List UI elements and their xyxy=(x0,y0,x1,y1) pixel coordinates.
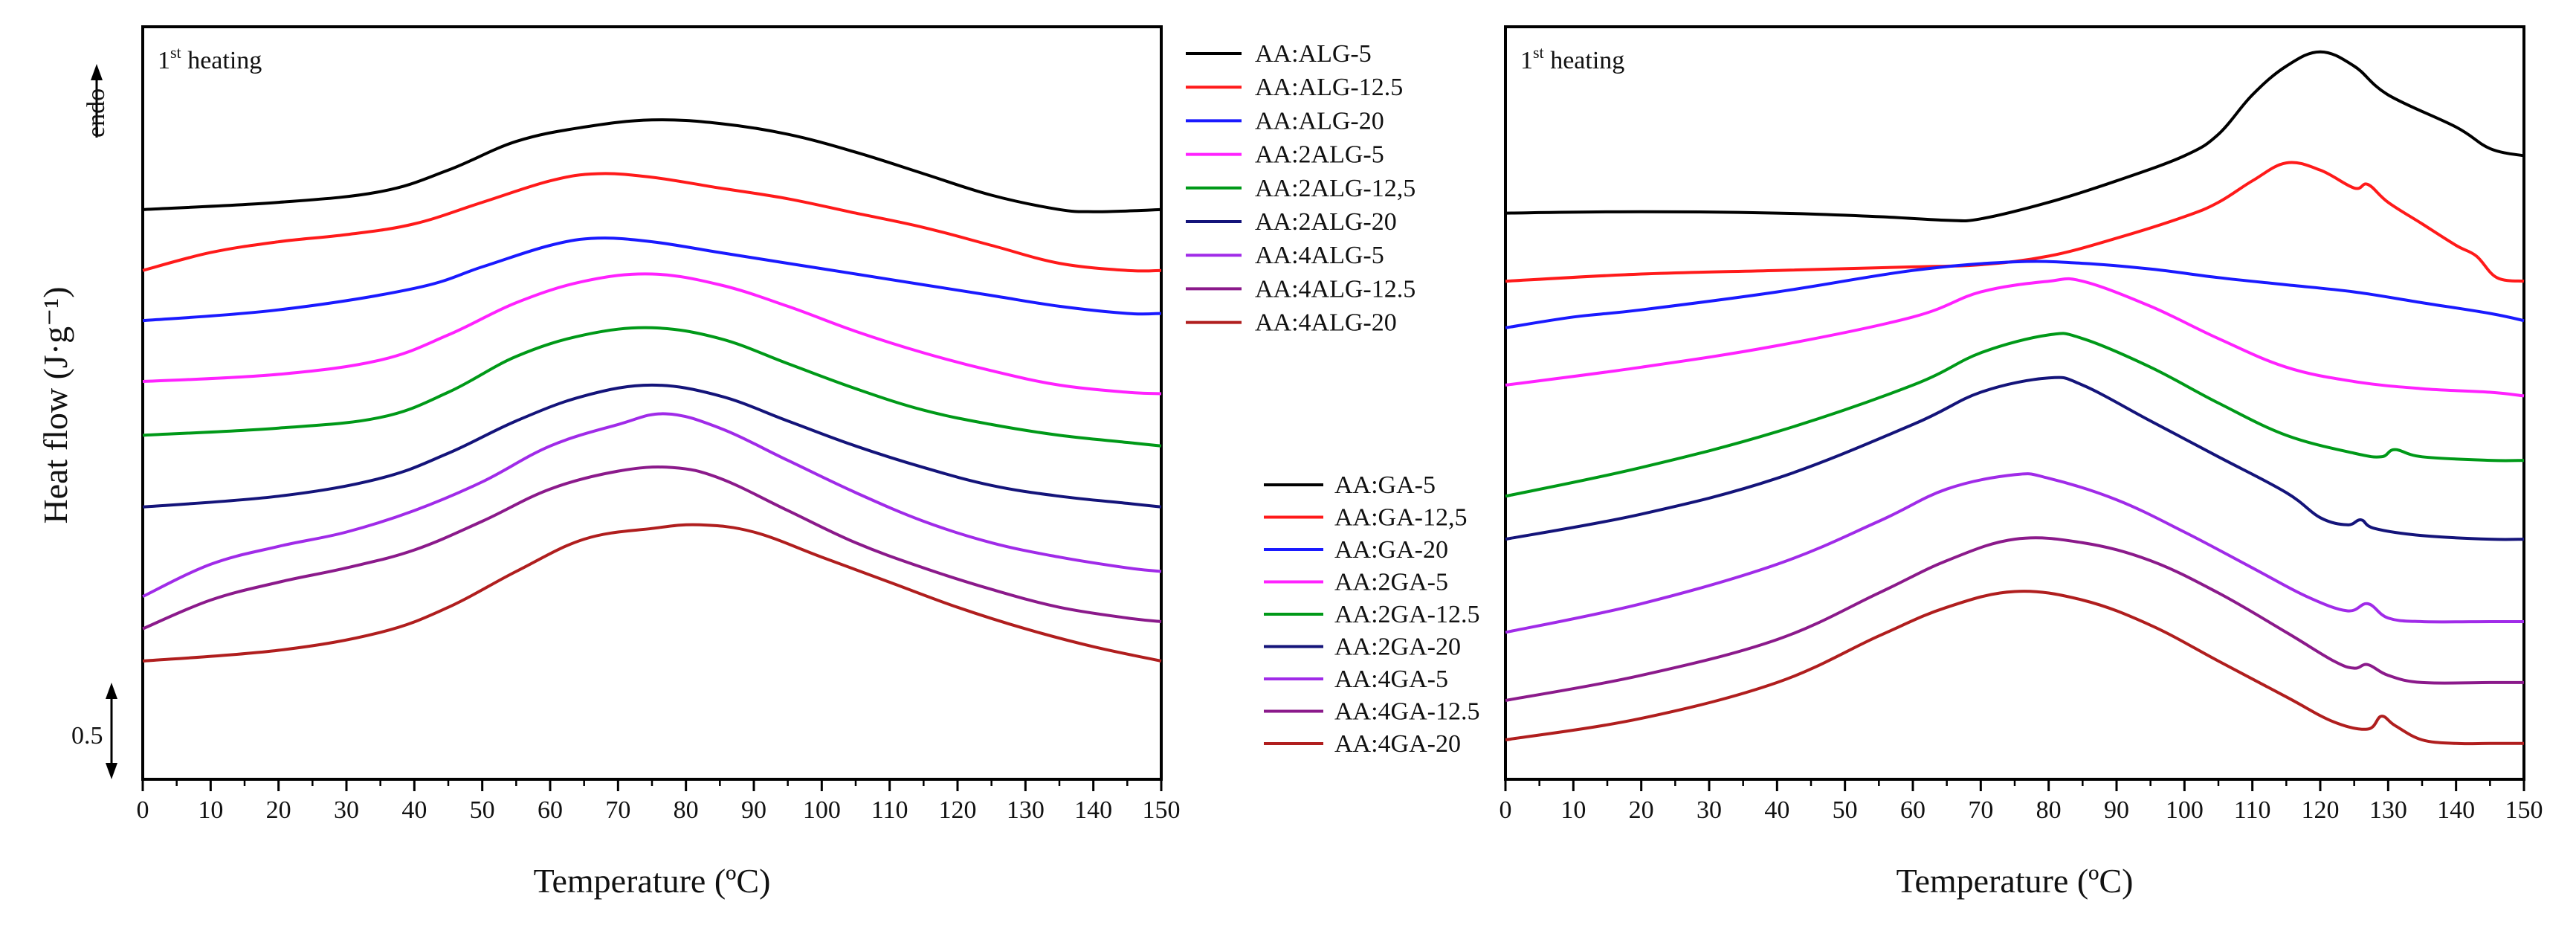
legend-ga-label-2: AA:GA-12,5 xyxy=(1334,504,1467,532)
right-x-tick-label-40: 40 xyxy=(1764,796,1789,824)
right-series-line-7 xyxy=(1505,472,2524,634)
endo-arrow-head xyxy=(91,64,103,80)
right-x-tick-label-20: 20 xyxy=(1629,796,1654,824)
left-series-line-4 xyxy=(142,272,1162,396)
left-x-tick-label-40: 40 xyxy=(401,796,427,824)
legend-ga-label-9: AA:4GA-20 xyxy=(1334,730,1461,758)
right-x-tick-label-10: 10 xyxy=(1560,796,1586,824)
right-x-tick-label-100: 100 xyxy=(2166,796,2204,824)
right-annotation: 1st heating xyxy=(1520,43,1624,74)
left-x-tick-label-10: 10 xyxy=(198,796,223,824)
right-x-tick-label-130: 130 xyxy=(2369,796,2407,824)
left-annotation-sup: st xyxy=(170,43,181,62)
right-annotation-main: 1 xyxy=(1520,47,1533,74)
left-series-line-3 xyxy=(142,236,1162,323)
left-x-tick-label-150: 150 xyxy=(1143,796,1181,824)
legend-alg-label-3: AA:ALG-20 xyxy=(1255,107,1384,135)
legend-alg-label-9: AA:4ALG-20 xyxy=(1255,309,1397,337)
left-series-line-6 xyxy=(142,383,1162,509)
left-x-tick-label-70: 70 xyxy=(605,796,630,824)
legend-ga-label-8: AA:4GA-12.5 xyxy=(1334,698,1479,726)
y-axis-title: Heat flow (J·g⁻¹) xyxy=(36,286,74,523)
legend-alg-label-4: AA:2ALG-5 xyxy=(1255,141,1384,169)
legend-ga-label-4: AA:2GA-5 xyxy=(1334,569,1448,596)
legend-alg-label-1: AA:ALG-5 xyxy=(1255,40,1372,68)
legend-alg-label-8: AA:4ALG-12.5 xyxy=(1255,275,1415,303)
left-series-line-8 xyxy=(142,465,1162,631)
scale-bar-label: 0.5 xyxy=(71,722,103,750)
left-series-line-7 xyxy=(142,412,1162,599)
left-x-tick-label-50: 50 xyxy=(470,796,495,824)
right-series-line-4 xyxy=(1505,277,2525,398)
legend-ga-label-6: AA:2GA-20 xyxy=(1334,634,1461,661)
left-x-tick-label-80: 80 xyxy=(674,796,699,824)
right-x-tick-label-60: 60 xyxy=(1900,796,1925,824)
left-x-axis-title: Temperature (ºC) xyxy=(534,862,771,900)
legend-alg-label-7: AA:4ALG-5 xyxy=(1255,242,1384,269)
scale-bar-head-bottom xyxy=(106,763,117,779)
right-series-line-1 xyxy=(1505,50,2525,223)
right-x-tick-label-70: 70 xyxy=(1968,796,1993,824)
left-x-tick-label-30: 30 xyxy=(334,796,359,824)
right-x-tick-label-140: 140 xyxy=(2437,796,2475,824)
left-x-tick-label-130: 130 xyxy=(1007,796,1045,824)
right-annotation-rest: heating xyxy=(1544,47,1625,74)
left-series-line-9 xyxy=(142,523,1162,663)
left-annotation-main: 1 xyxy=(158,47,170,74)
legend-ga-label-3: AA:GA-20 xyxy=(1334,536,1448,564)
left-x-ticks: 0 10 20 30 40 50 60 70 80 90 100 110 120 130 140 150 xyxy=(137,779,1181,824)
endo-label: endo xyxy=(83,88,110,138)
right-x-tick-label-50: 50 xyxy=(1833,796,1858,824)
legend-alg-label-2: AA:ALG-12.5 xyxy=(1255,74,1403,101)
legend-ga-label-7: AA:4GA-5 xyxy=(1334,666,1448,693)
left-annotation: 1st heating xyxy=(158,43,262,74)
left-x-tick-label-60: 60 xyxy=(538,796,563,824)
legend-alg-label-6: AA:2ALG-20 xyxy=(1255,208,1397,236)
right-x-tick-label-30: 30 xyxy=(1697,796,1722,824)
left-x-tick-label-140: 140 xyxy=(1074,796,1112,824)
left-x-tick-label-110: 110 xyxy=(871,796,908,824)
scale-bar-head-top xyxy=(106,683,117,699)
right-x-tick-label-80: 80 xyxy=(2036,796,2062,824)
left-x-tick-label-100: 100 xyxy=(803,796,841,824)
right-series-group xyxy=(1505,50,2525,746)
right-x-tick-label-110: 110 xyxy=(2234,796,2271,824)
right-x-tick-label-150: 150 xyxy=(2505,796,2543,824)
legend-ga-label-1: AA:GA-5 xyxy=(1334,471,1436,499)
right-x-axis-title: Temperature (ºC) xyxy=(1897,862,2134,900)
legend-ga-label-5: AA:2GA-12.5 xyxy=(1334,601,1479,628)
left-x-tick-label-0: 0 xyxy=(137,796,149,824)
left-x-tick-label-120: 120 xyxy=(939,796,977,824)
right-x-tick-label-90: 90 xyxy=(2104,796,2129,824)
left-series-line-5 xyxy=(142,326,1162,448)
right-series-line-6 xyxy=(1505,376,2525,541)
left-plot-frame xyxy=(141,25,1163,781)
left-x-tick-label-20: 20 xyxy=(266,796,291,824)
right-x-tick-label-0: 0 xyxy=(1500,796,1512,824)
left-x-tick-label-90: 90 xyxy=(741,796,766,824)
right-series-line-9 xyxy=(1505,590,2524,746)
left-series-line-2 xyxy=(142,172,1162,273)
legend-alg-label-5: AA:2ALG-12,5 xyxy=(1255,175,1415,202)
right-x-tick-label-120: 120 xyxy=(2302,796,2340,824)
legend-ga: AA:GA-5 AA:GA-12,5 AA:GA-20 AA:2GA-5 AA:2GA-… xyxy=(1264,471,1479,758)
left-series-group xyxy=(142,118,1162,663)
right-series-line-8 xyxy=(1505,536,2524,702)
right-series-line-2 xyxy=(1505,161,2525,283)
legend-alg: AA:ALG-5 AA:ALG-12.5 AA:ALG-20 AA:2ALG-5 AA:… xyxy=(1186,40,1415,337)
left-annotation-rest: heating xyxy=(181,47,262,74)
right-annotation-sup: st xyxy=(1533,43,1544,62)
right-series-line-3 xyxy=(1505,260,2525,329)
left-series-line-1 xyxy=(142,118,1162,213)
right-series-line-5 xyxy=(1505,332,2525,498)
right-x-ticks: 0 10 20 30 40 50 60 70 80 90 100 110 120 130 140 150 xyxy=(1500,779,2543,824)
